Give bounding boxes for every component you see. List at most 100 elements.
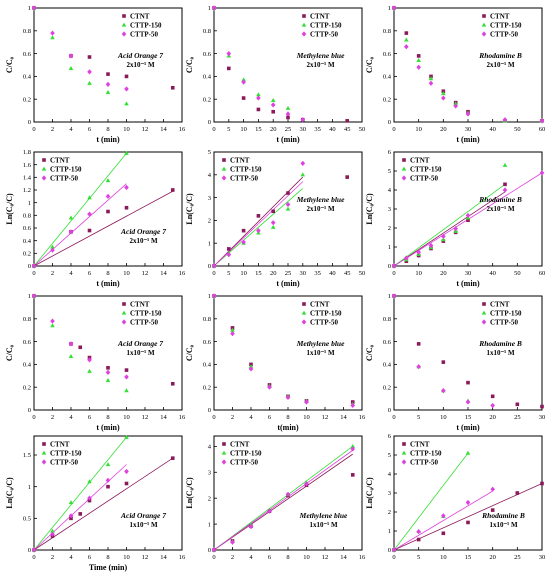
- x-tick-label: 0: [212, 126, 215, 133]
- legend-label: CTTP-150: [50, 450, 82, 458]
- data-point-cttp-50: [391, 263, 397, 269]
- data-point-cttp-50: [490, 402, 495, 409]
- y-tick-label: 1: [208, 240, 211, 247]
- legend-label: CTTP-50: [230, 175, 259, 183]
- data-point-cttp-50: [31, 263, 37, 269]
- data-point-cttp-150: [270, 224, 276, 229]
- legend-label: CTNT: [230, 157, 250, 165]
- legend-marker-cttp-150: [301, 310, 307, 315]
- x-tick-label: 4: [249, 414, 253, 421]
- data-point-cttp-50: [68, 229, 74, 235]
- data-point-ctnt: [124, 481, 129, 486]
- legend-marker-cttp-50: [121, 319, 127, 325]
- legend-label: CTTP-50: [310, 319, 339, 327]
- y-tick-label: 0.2: [203, 384, 211, 391]
- data-point-cttp-50: [267, 384, 272, 390]
- y-tick-label: 0: [28, 407, 31, 414]
- data-point-cttp-150: [105, 462, 111, 467]
- y-axis-label: Ln(C₀/C): [185, 477, 194, 509]
- x-tick-label: 20: [440, 270, 447, 277]
- data-point-ctnt: [241, 228, 246, 233]
- data-point-ctnt: [466, 380, 470, 385]
- y-tick-label: 0.4: [23, 362, 32, 369]
- x-tick-label: 2: [51, 270, 54, 277]
- x-tick-label: 10: [415, 126, 422, 133]
- data-point-ctnt: [170, 86, 175, 90]
- y-axis-label: C/C₀: [365, 344, 374, 361]
- x-tick-label: 12: [322, 554, 329, 561]
- x-tick-label: 60: [539, 270, 546, 277]
- legend-label: CTNT: [490, 301, 510, 309]
- data-point-cttp-150: [68, 354, 74, 359]
- legend-marker-ctnt: [482, 302, 486, 306]
- data-point-ctnt: [124, 368, 129, 372]
- y-tick-label: 3: [208, 195, 211, 202]
- data-point-ctnt: [227, 247, 231, 251]
- y-axis-label: Ln(C₀/C): [365, 193, 374, 225]
- data-point-ctnt: [286, 115, 290, 120]
- concentration-label: 2x10⁻⁵ M: [306, 61, 335, 69]
- x-tick-label: 35: [314, 270, 321, 277]
- y-tick-label: 0.8: [383, 28, 391, 35]
- legend-marker-cttp-150: [401, 166, 407, 171]
- data-point-cttp-50: [285, 111, 291, 117]
- x-tick-label: 60: [539, 126, 546, 133]
- x-tick-label: 15: [465, 554, 472, 561]
- data-point-ctnt: [286, 191, 290, 195]
- data-point-cttp-50: [404, 44, 409, 50]
- y-tick-label: 3: [208, 469, 211, 476]
- chart-panel-2: 0 10 20 30 40 50 60 0 0.2 0.4 0.6 0.8 1 t (min) C/C₀ CT…: [365, 5, 546, 144]
- chart-panel-3: 0 2 4 6 8 10 12 14 16 0 0.2 0.4 0.6 0.8 1 1.2 1.4 1.6 1.8 t…: [5, 149, 186, 288]
- x-axis-label: t (min): [276, 279, 300, 288]
- data-point-ctnt: [416, 54, 421, 58]
- data-point-cttp-150: [68, 66, 74, 71]
- y-tick-label: 1.2: [23, 187, 31, 194]
- y-tick-label: 1: [28, 484, 31, 491]
- x-tick-label: 30: [539, 414, 546, 421]
- data-point-cttp-50: [391, 5, 397, 11]
- x-tick-label: 0: [32, 126, 35, 133]
- legend-marker-ctnt: [122, 302, 126, 306]
- x-tick-label: 15: [255, 270, 262, 277]
- x-tick-label: 12: [142, 554, 149, 561]
- x-axis-label: t (min): [456, 135, 480, 144]
- y-tick-label: 0.4: [383, 74, 392, 81]
- legend-label: CTTP-150: [130, 22, 162, 30]
- x-tick-label: 14: [340, 414, 347, 421]
- data-point-cttp-50: [267, 508, 272, 514]
- x-tick-label: 50: [514, 270, 521, 277]
- chart-panel-11: 0 5 10 15 20 25 30 0 1 2 3 4 5 6 Ln(C₀/C) CTNTCTTP-150C…: [365, 433, 545, 561]
- data-point-ctnt: [87, 228, 92, 233]
- x-tick-label: 8: [106, 554, 109, 561]
- x-tick-label: 6: [268, 554, 272, 561]
- y-tick-label: 4: [208, 444, 212, 451]
- data-point-cttp-150: [50, 35, 55, 40]
- x-tick-label: 10: [240, 270, 247, 277]
- data-point-cttp-50: [211, 263, 217, 269]
- y-axis-label: C/C₀: [365, 56, 374, 73]
- legend-marker-cttp-150: [481, 22, 487, 27]
- data-point-cttp-50: [124, 374, 129, 380]
- data-point-cttp-50: [300, 117, 306, 123]
- y-tick-label: 0.8: [203, 28, 211, 35]
- y-axis-label: C/C₀: [185, 56, 194, 73]
- legend-label: CTNT: [490, 13, 510, 21]
- data-point-cttp-50: [391, 293, 397, 299]
- data-point-cttp-150: [50, 528, 55, 533]
- x-tick-label: 4: [69, 126, 73, 133]
- x-tick-label: 6: [268, 414, 272, 421]
- x-tick-label: 10: [123, 414, 130, 421]
- fit-line-ctnt: [393, 191, 506, 267]
- y-tick-label: 0.4: [23, 74, 32, 81]
- x-tick-label: 8: [106, 414, 109, 421]
- x-tick-label: 8: [106, 270, 109, 277]
- y-tick-label: 1: [28, 5, 31, 12]
- x-tick-label: 0: [392, 414, 395, 421]
- data-point-ctnt: [540, 481, 544, 486]
- legend-marker-cttp-150: [121, 310, 127, 315]
- chart-panel-10: 0 2 4 6 8 10 12 14 1601234Ln(C₀/C)CTNTCTTP-150CT…: [185, 435, 366, 561]
- data-point-cttp-50: [453, 225, 458, 232]
- y-tick-label: 0.8: [383, 316, 391, 323]
- data-point-ctnt: [78, 512, 83, 516]
- legend-label: CTTP-150: [230, 166, 262, 174]
